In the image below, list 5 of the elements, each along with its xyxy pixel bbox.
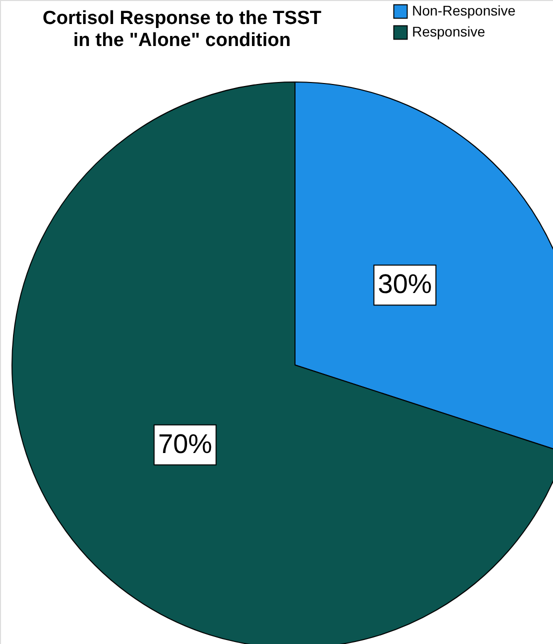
legend-label: Responsive	[412, 24, 486, 40]
text: Cortisol Response to the TSST in the "Alone" condition	[42, 8, 322, 51]
legend-label: Non-Responsive	[412, 2, 516, 18]
data-label: 30%	[378, 269, 432, 300]
data-label: 70%	[158, 428, 212, 459]
